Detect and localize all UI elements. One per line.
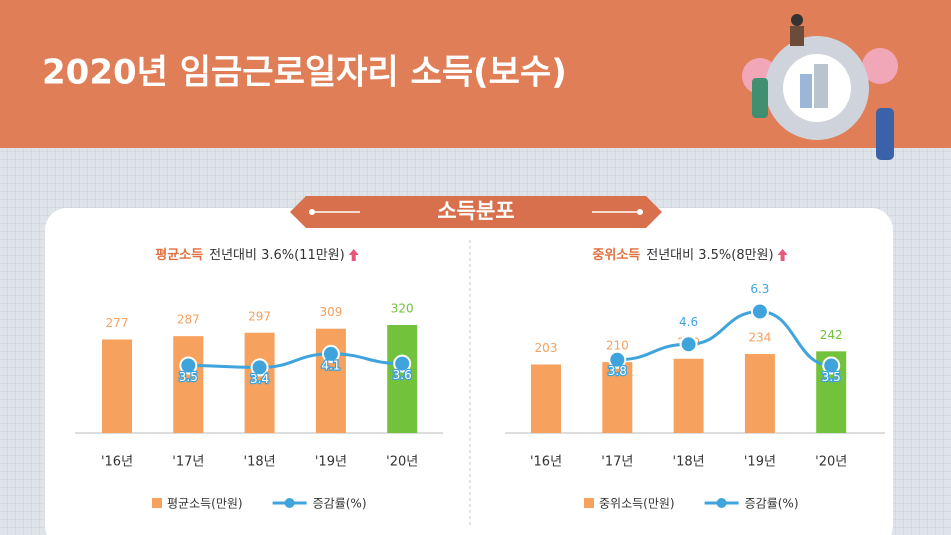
x-tick-label: '16년 bbox=[530, 455, 562, 470]
bar-value-label: 210 bbox=[606, 339, 629, 353]
legend-swatch bbox=[152, 498, 162, 508]
chart-subtitle: 전년대비 3.5%(8만원) bbox=[646, 248, 773, 263]
card bbox=[45, 208, 893, 535]
x-tick-label: '18년 bbox=[244, 455, 276, 470]
chart-subtitle: 전년대비 3.6%(11만원) bbox=[209, 248, 345, 263]
chart-title-main: 평균소득 bbox=[155, 247, 203, 263]
x-tick-label: '19년 bbox=[315, 455, 347, 470]
bar bbox=[531, 364, 561, 433]
legend-swatch-point bbox=[284, 498, 295, 508]
bar bbox=[173, 336, 204, 433]
bar-value-label: 277 bbox=[106, 316, 129, 330]
line-point bbox=[250, 358, 269, 377]
bar bbox=[315, 328, 346, 433]
line-point bbox=[822, 356, 841, 375]
bar-value-label: 203 bbox=[535, 341, 558, 355]
line-point bbox=[179, 356, 198, 375]
line-value-label: 3.8 bbox=[608, 364, 627, 378]
line bbox=[617, 309, 832, 367]
line-point bbox=[750, 302, 769, 321]
line-point bbox=[321, 344, 340, 363]
line-value-label: 3.5 bbox=[179, 370, 198, 384]
line-value-label: 6.3 bbox=[750, 282, 769, 296]
bar bbox=[602, 362, 633, 433]
illustration bbox=[742, 14, 898, 160]
up-arrow bbox=[777, 249, 788, 261]
bar-value-label: 242 bbox=[820, 328, 843, 342]
bar bbox=[387, 325, 418, 433]
bar-value-label: 309 bbox=[319, 305, 342, 319]
chart-title: 평균소득 전년대비 3.6%(11만원) bbox=[155, 247, 344, 263]
page-title: 2020년 임금근로일자리 소득(보수) bbox=[42, 53, 567, 93]
section-title: 소득분포 bbox=[437, 199, 514, 223]
x-tick-label: '19년 bbox=[744, 455, 776, 470]
x-tick-label: '18년 bbox=[673, 455, 705, 470]
x-tick-label: '16년 bbox=[101, 455, 133, 470]
x-tick-label: '17년 bbox=[172, 455, 204, 470]
line-point bbox=[679, 335, 698, 354]
section-ribbon bbox=[290, 196, 662, 228]
legend-label: 중위소득(만원) bbox=[599, 497, 675, 511]
legend-label: 증감률(%) bbox=[313, 497, 367, 511]
bar-value-label: 287 bbox=[177, 313, 200, 327]
bar-value-label: 297 bbox=[248, 309, 271, 323]
line-value-label: 4.6 bbox=[679, 315, 698, 329]
x-tick-label: '20년 bbox=[386, 455, 418, 470]
legend-label: 평균소득(만원) bbox=[167, 497, 243, 511]
chart-title: 중위소득 전년대비 3.5%(8만원) bbox=[592, 248, 773, 263]
chart-title-main: 중위소득 bbox=[592, 248, 640, 263]
bar bbox=[244, 332, 275, 433]
legend-swatch bbox=[584, 498, 594, 508]
line-value-label: 3.4 bbox=[250, 372, 269, 386]
x-tick-label: '20년 bbox=[815, 455, 847, 470]
bar bbox=[102, 339, 132, 433]
line-value-label: 4.1 bbox=[321, 358, 340, 372]
line-point bbox=[608, 350, 627, 369]
x-tick-label: '17년 bbox=[601, 455, 633, 470]
legend-swatch-point bbox=[716, 498, 727, 508]
bar bbox=[744, 354, 775, 433]
line-value-label: 3.6 bbox=[393, 368, 412, 382]
legend-label: 증감률(%) bbox=[745, 497, 799, 511]
line bbox=[188, 352, 403, 369]
line-point bbox=[393, 354, 412, 373]
bar-value-label: 234 bbox=[748, 331, 771, 345]
up-arrow bbox=[348, 249, 359, 261]
line-value-label: 3.5 bbox=[822, 370, 841, 384]
bar bbox=[673, 358, 704, 433]
bar-value-label: 320 bbox=[391, 302, 414, 316]
